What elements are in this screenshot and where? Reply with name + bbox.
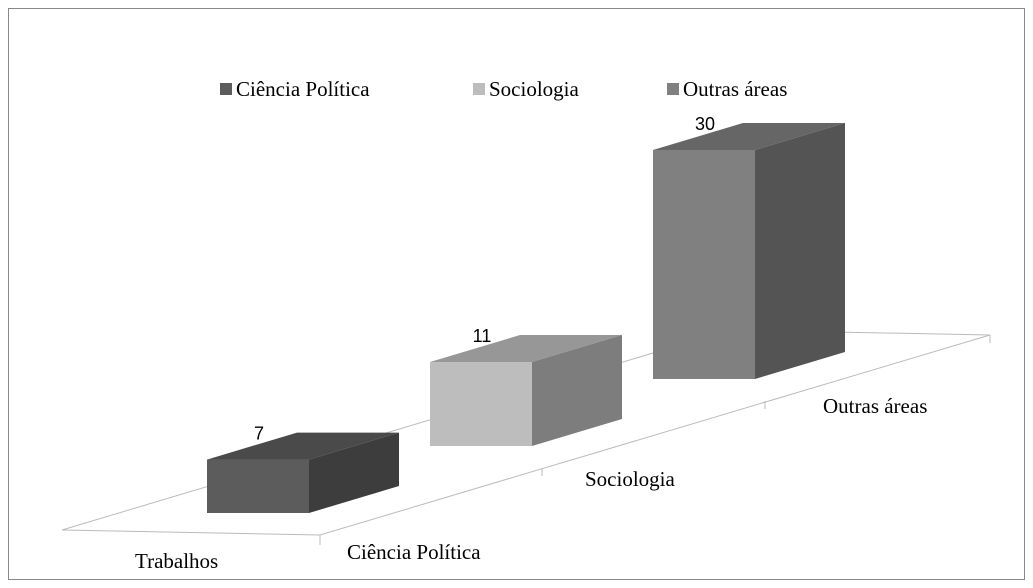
legend-swatch xyxy=(220,83,232,95)
depth-label: Ciência Política xyxy=(347,540,481,564)
data-label: 30 xyxy=(695,114,715,134)
legend-swatch xyxy=(667,83,679,95)
bar-front xyxy=(653,150,755,379)
bar-side xyxy=(755,123,845,379)
bar-side xyxy=(532,335,622,446)
legend-swatch xyxy=(473,83,485,95)
depth-label: Outras áreas xyxy=(823,394,927,418)
chart-border xyxy=(8,8,1025,580)
bar-top xyxy=(653,123,845,150)
legend-label: Sociologia xyxy=(489,77,580,101)
bar-top xyxy=(430,335,622,363)
bar-front xyxy=(207,459,309,513)
data-label: 11 xyxy=(473,326,492,346)
bar-front xyxy=(430,362,532,446)
bar-side xyxy=(309,432,399,513)
legend-label: Ciência Política xyxy=(236,77,370,101)
depth-label: Sociologia xyxy=(585,467,676,491)
bar-top xyxy=(207,432,399,460)
x-tick-label: Trabalhos xyxy=(135,549,218,573)
data-label: 7 xyxy=(254,424,264,444)
legend-label: Outras áreas xyxy=(683,77,787,101)
